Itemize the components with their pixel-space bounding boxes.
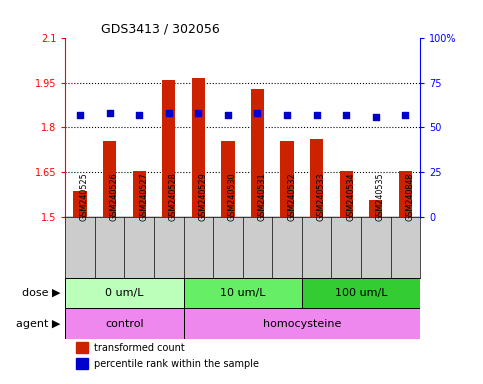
Text: control: control [105,319,143,329]
Bar [192,78,205,217]
Bar [399,170,412,217]
Text: 0 um/L: 0 um/L [105,288,143,298]
Text: GSM240535: GSM240535 [376,173,385,222]
Text: dose ▶: dose ▶ [22,288,60,298]
Bar [310,139,323,217]
Point [342,112,350,118]
Bar [76,358,88,369]
Point [283,112,291,118]
Bar [221,141,235,217]
Point [76,112,84,118]
Bar [65,278,184,308]
Bar [340,170,353,217]
Text: GSM240525: GSM240525 [80,173,89,222]
Point [372,114,380,120]
Text: homocysteine: homocysteine [263,319,341,329]
Bar [184,308,420,339]
Bar [76,343,88,353]
Point [401,112,409,118]
Text: GSM240528: GSM240528 [169,173,178,222]
Point [313,112,321,118]
Bar [281,141,294,217]
Bar [162,80,175,217]
Text: GSM240534: GSM240534 [346,173,355,222]
Text: 100 um/L: 100 um/L [335,288,387,298]
Text: GSM240530: GSM240530 [228,173,237,222]
Bar [251,89,264,217]
Point [165,110,172,116]
Point [195,110,202,116]
Text: GSM240529: GSM240529 [199,173,207,222]
Text: GSM240526: GSM240526 [110,173,119,222]
Bar [132,170,146,217]
Bar [302,278,420,308]
Point [135,112,143,118]
Text: percentile rank within the sample: percentile rank within the sample [94,359,258,369]
Text: GSM240527: GSM240527 [139,173,148,222]
Text: GSM240533: GSM240533 [317,173,326,222]
Point [224,112,232,118]
Text: transformed count: transformed count [94,343,185,353]
Point [254,110,261,116]
Point [106,110,114,116]
Text: GSM240532: GSM240532 [287,173,296,222]
Bar [103,141,116,217]
Text: GSM240848: GSM240848 [405,173,414,222]
Bar [184,278,302,308]
Bar [73,191,86,217]
Bar [369,200,383,217]
Text: 10 um/L: 10 um/L [220,288,266,298]
Bar [65,308,184,339]
Text: GSM240531: GSM240531 [257,173,267,222]
Text: agent ▶: agent ▶ [16,319,60,329]
Text: GDS3413 / 302056: GDS3413 / 302056 [101,23,219,36]
